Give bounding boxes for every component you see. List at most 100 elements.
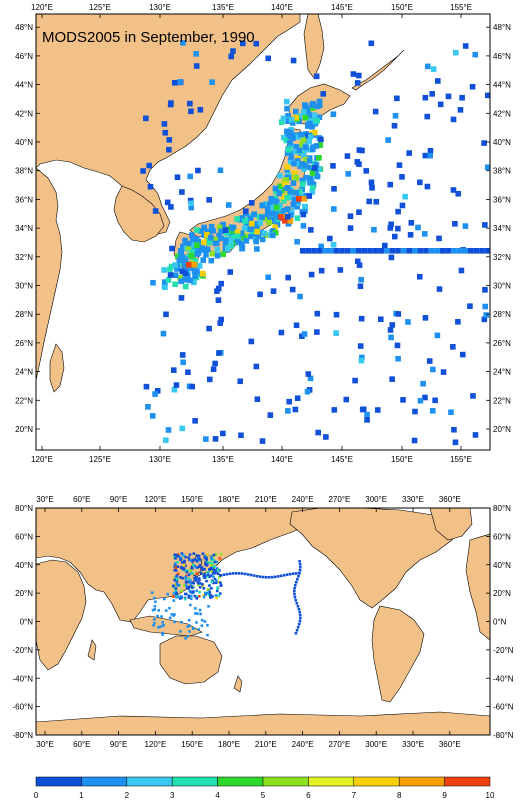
south-america-land bbox=[371, 605, 425, 703]
observation-cell bbox=[462, 248, 468, 254]
observation-cell bbox=[296, 605, 300, 608]
observation-cell bbox=[451, 426, 457, 433]
observation-cell bbox=[197, 106, 204, 113]
observation-cell bbox=[437, 101, 444, 108]
observation-cell bbox=[268, 197, 275, 204]
lon-tick-label-bottom: 300°E bbox=[365, 740, 387, 749]
observation-cell bbox=[180, 595, 183, 598]
observation-cell bbox=[203, 436, 209, 442]
observation-cell bbox=[194, 612, 197, 615]
observation-cell bbox=[156, 614, 159, 618]
observation-cell bbox=[333, 330, 339, 336]
observation-cell bbox=[356, 248, 362, 254]
colorbar-tick-label: 10 bbox=[486, 791, 495, 800]
observation-cell bbox=[228, 243, 235, 249]
observation-cell bbox=[193, 576, 196, 580]
lon-tick-label-top: 120°E bbox=[144, 495, 166, 504]
observation-cell bbox=[298, 569, 302, 572]
lon-tick-label-bottom: 140°E bbox=[271, 455, 293, 464]
observation-cell bbox=[238, 241, 245, 247]
observation-cell bbox=[295, 572, 298, 575]
observation-cell bbox=[265, 575, 268, 579]
observation-cell bbox=[192, 590, 195, 593]
observation-cell bbox=[270, 232, 276, 239]
observation-cell bbox=[185, 240, 192, 247]
observation-cell bbox=[284, 167, 290, 173]
observation-cell bbox=[259, 214, 265, 220]
observation-cell bbox=[372, 248, 379, 254]
observation-cell bbox=[313, 143, 320, 149]
observation-cell bbox=[175, 583, 179, 586]
lat-tick-label-right: 38°N bbox=[493, 167, 511, 176]
observation-cell bbox=[306, 138, 313, 144]
observation-cell bbox=[322, 248, 328, 254]
observation-cell bbox=[339, 248, 345, 254]
lat-tick-label-left: 26°N bbox=[15, 339, 33, 348]
observation-cell bbox=[307, 133, 314, 140]
observation-cell bbox=[201, 568, 204, 572]
observation-cell bbox=[462, 43, 469, 49]
observation-cell bbox=[206, 237, 213, 244]
observation-cell bbox=[367, 248, 373, 254]
observation-cell bbox=[202, 594, 205, 597]
observation-cell bbox=[145, 403, 151, 410]
observation-cell bbox=[303, 157, 309, 163]
observation-cell bbox=[190, 238, 197, 244]
lat-tick-label-right: 44°N bbox=[493, 81, 511, 90]
observation-cell bbox=[395, 355, 401, 362]
observation-cell bbox=[210, 595, 213, 599]
observation-cell bbox=[217, 594, 221, 598]
observation-cell bbox=[434, 332, 441, 339]
observation-cell bbox=[411, 437, 418, 444]
observation-cell bbox=[207, 605, 210, 608]
observation-cell bbox=[218, 592, 222, 595]
observation-cell bbox=[287, 188, 294, 195]
observation-cell bbox=[482, 286, 488, 293]
observation-cell bbox=[206, 553, 209, 557]
observation-cell bbox=[211, 572, 215, 575]
observation-cell bbox=[183, 584, 186, 587]
lon-tick-label-bottom: 125°E bbox=[89, 455, 111, 464]
observation-cell bbox=[192, 581, 195, 585]
observation-cell bbox=[184, 264, 190, 271]
observation-cell bbox=[153, 596, 156, 600]
observation-cell bbox=[166, 592, 169, 596]
observation-cell bbox=[306, 193, 313, 199]
observation-cell bbox=[313, 170, 319, 177]
observation-cell bbox=[218, 575, 221, 579]
observation-cell bbox=[356, 161, 362, 167]
observation-cell bbox=[176, 578, 179, 581]
australia-land bbox=[159, 635, 223, 685]
observation-cell bbox=[284, 206, 290, 212]
observation-cell bbox=[187, 173, 194, 180]
observation-cell bbox=[259, 202, 266, 209]
observation-cell bbox=[456, 248, 463, 254]
observation-cell bbox=[202, 595, 206, 599]
observation-cell bbox=[192, 418, 198, 424]
observation-cell bbox=[175, 554, 179, 557]
observation-cell bbox=[194, 558, 197, 561]
lon-tick-label-top: 130°E bbox=[149, 3, 171, 12]
observation-cell bbox=[445, 93, 452, 100]
observation-cell bbox=[200, 239, 207, 246]
observation-cell bbox=[284, 185, 291, 191]
observation-cell bbox=[314, 329, 320, 335]
observation-cell bbox=[218, 581, 222, 584]
observation-cell bbox=[168, 616, 172, 620]
colorbar-tick-label: 2 bbox=[125, 791, 130, 800]
observation-cell bbox=[293, 108, 299, 115]
observation-cell bbox=[436, 235, 442, 242]
madagascar-land bbox=[87, 639, 97, 661]
observation-cell bbox=[189, 579, 192, 582]
observation-cell bbox=[206, 623, 209, 627]
observation-cell bbox=[224, 245, 231, 252]
lon-tick-label-bottom: 360°E bbox=[439, 740, 461, 749]
observation-cell bbox=[226, 572, 229, 576]
observation-cell bbox=[301, 196, 308, 202]
observation-cell bbox=[189, 558, 192, 562]
observation-cell bbox=[265, 274, 272, 281]
observation-cell bbox=[153, 622, 156, 625]
observation-cell bbox=[436, 286, 443, 292]
observation-cell bbox=[305, 248, 312, 254]
